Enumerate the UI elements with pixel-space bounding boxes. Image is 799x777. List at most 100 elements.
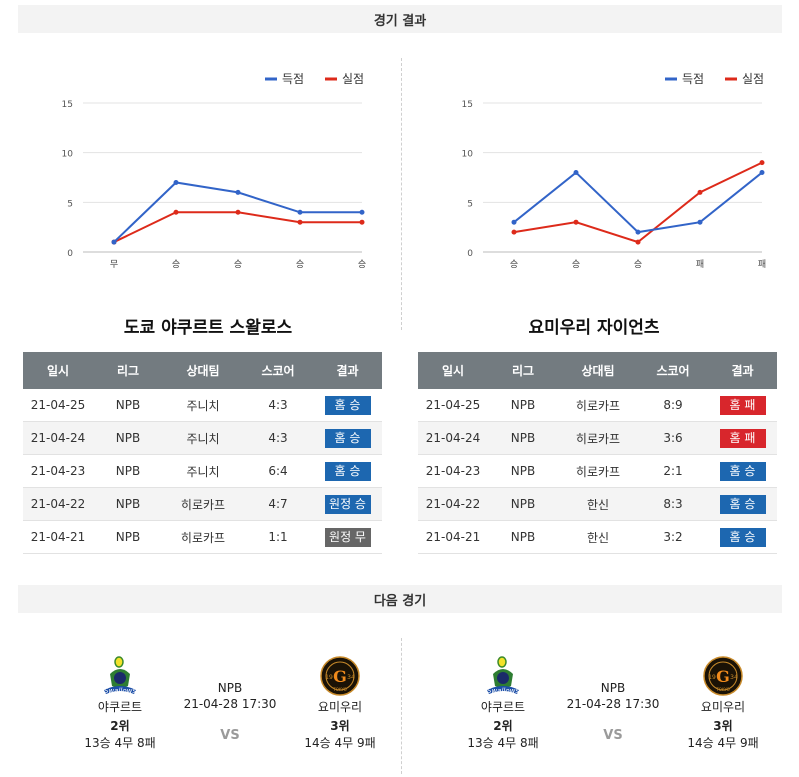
x-tick-label: 승 (296, 259, 304, 270)
results-section-title: 경기 결과 (373, 13, 427, 29)
result-badge: 홈 승 (719, 494, 766, 514)
data-point (173, 179, 179, 185)
cell-league: NPB (488, 454, 558, 488)
cell-opponent: 주니치 (163, 454, 243, 488)
data-point (697, 189, 703, 195)
cell-score: 4:3 (243, 389, 313, 422)
table-row: 21-04-22 NPB 히로카프 4:7 원정 승 (23, 487, 382, 521)
next-game-card: Swallows 야쿠르트 2위 13승 4무 8패 NPB 21-04-28 … (413, 638, 773, 768)
table-row: 21-04-25 NPB 주니치 4:3 홈 승 (23, 389, 382, 422)
home-team-rank: 2위 (110, 719, 130, 733)
swallows-logo: Swallows (483, 656, 523, 696)
x-tick-label: 승 (510, 259, 518, 270)
x-tick-label: 승 (572, 259, 580, 270)
x-tick-label: 무 (110, 259, 118, 270)
result-badge: 원정 승 (324, 494, 371, 514)
data-point (759, 160, 765, 166)
cell-league: NPB (93, 520, 163, 554)
chart-legend: 득점 실점 (265, 72, 364, 86)
table-row: 21-04-24 NPB 히로카프 3:6 홈 패 (418, 421, 777, 455)
chart-yakult: 득점 실점 0 5 10 15 무 승 승 승 승 (0, 60, 399, 280)
home-team[interactable]: Swallows 야쿠르트 2위 13승 4무 8패 (443, 656, 563, 751)
chart-yakult-svg: 득점 실점 0 5 10 15 무 승 승 승 승 (62, 72, 367, 270)
away-team-rank: 3위 (330, 719, 350, 733)
cell-date: 21-04-21 (418, 520, 488, 554)
cell-date: 21-04-22 (23, 487, 93, 521)
legend-scored-label: 득점 (682, 72, 704, 86)
header-score: 스코어 (638, 352, 708, 389)
result-badge: 홈 승 (324, 395, 371, 415)
data-point (573, 170, 579, 176)
chart-legend: 득점 실점 (665, 72, 764, 86)
table-row: 21-04-21 NPB 히로카프 1:1 원정 무 (23, 520, 382, 554)
y-tick-label: 10 (462, 150, 474, 160)
y-tick-label: 5 (67, 199, 73, 209)
svg-text:TOKYO: TOKYO (332, 687, 346, 692)
cell-score: 1:1 (243, 520, 313, 554)
match-info: NPB 21-04-28 17:30 (170, 680, 290, 712)
table-row: 21-04-23 NPB 주니치 6:4 홈 승 (23, 454, 382, 488)
cell-result: 홈 승 (708, 487, 777, 521)
cell-opponent: 히로카프 (558, 454, 638, 488)
data-point (297, 209, 303, 215)
home-team[interactable]: Swallows 야쿠르트 2위 13승 4무 8패 (60, 656, 180, 751)
giants-logo: G 19 34 TOKYO (320, 656, 360, 696)
table-header-row: 일시 리그 상대팀 스코어 결과 (23, 352, 382, 389)
cell-league: NPB (488, 389, 558, 422)
cell-result: 홈 승 (313, 389, 382, 422)
result-badge: 홈 승 (324, 461, 371, 481)
svg-text:G: G (716, 667, 730, 686)
match-league: NPB (217, 681, 243, 695)
x-tick-label: 패 (696, 259, 704, 270)
x-tick-label: 승 (234, 259, 242, 270)
data-point (759, 170, 765, 176)
cell-date: 21-04-22 (418, 487, 488, 521)
cell-date: 21-04-24 (23, 421, 93, 455)
away-team[interactable]: G 19 34 TOKYO 요미우리 3위 14승 4무 9패 (280, 656, 400, 751)
cell-league: NPB (488, 487, 558, 521)
data-point (111, 239, 117, 245)
chart-giants-svg: 득점 실점 0 5 10 15 승 승 승 패 패 (462, 72, 767, 270)
away-team-rank: 3위 (713, 719, 733, 733)
header-date: 일시 (418, 352, 488, 389)
result-badge: 원정 무 (324, 527, 371, 547)
svg-text:Swallows: Swallows (487, 687, 519, 695)
team-title-yakult: 도쿄 야쿠르트 스왈로스 (123, 318, 293, 338)
header-result: 결과 (708, 352, 777, 389)
data-point (235, 209, 241, 215)
away-team-name: 요미우리 (317, 700, 363, 714)
cell-date: 21-04-24 (418, 421, 488, 455)
result-badge: 홈 승 (719, 461, 766, 481)
chart-divider (401, 58, 402, 330)
table-row: 21-04-25 NPB 히로카프 8:9 홈 패 (418, 389, 777, 422)
cell-league: NPB (93, 454, 163, 488)
y-tick-label: 0 (67, 249, 73, 259)
x-tick-label: 패 (758, 259, 766, 270)
cell-date: 21-04-25 (418, 389, 488, 422)
data-point (635, 229, 641, 235)
away-team[interactable]: G 19 34 TOKYO 요미우리 3위 14승 4무 9패 (663, 656, 783, 751)
home-team-record: 13승 4무 8패 (84, 736, 156, 750)
giants-logo: G 19 34 TOKYO (703, 656, 743, 696)
cell-league: NPB (488, 421, 558, 455)
svg-text:G: G (333, 667, 347, 686)
legend-conceded-label: 실점 (742, 72, 764, 86)
x-tick-label: 승 (358, 259, 366, 270)
x-tick-label: 승 (172, 259, 180, 270)
away-team-record: 14승 4무 9패 (687, 736, 759, 750)
cell-score: 2:1 (638, 454, 708, 488)
data-point (359, 209, 365, 215)
legend-scored-label: 득점 (282, 72, 304, 86)
cell-opponent: 히로카프 (163, 520, 243, 554)
cell-result: 홈 패 (708, 389, 777, 422)
cell-opponent: 한신 (558, 487, 638, 521)
cell-result: 원정 승 (313, 487, 382, 521)
svg-text:19: 19 (708, 674, 716, 681)
cell-opponent: 히로카프 (558, 421, 638, 455)
table-row: 21-04-22 NPB 한신 8:3 홈 승 (418, 487, 777, 521)
y-tick-label: 10 (62, 150, 74, 160)
away-team-name: 요미우리 (700, 700, 746, 714)
header-league: 리그 (93, 352, 163, 389)
cell-result: 홈 승 (708, 520, 777, 554)
cell-score: 3:2 (638, 520, 708, 554)
